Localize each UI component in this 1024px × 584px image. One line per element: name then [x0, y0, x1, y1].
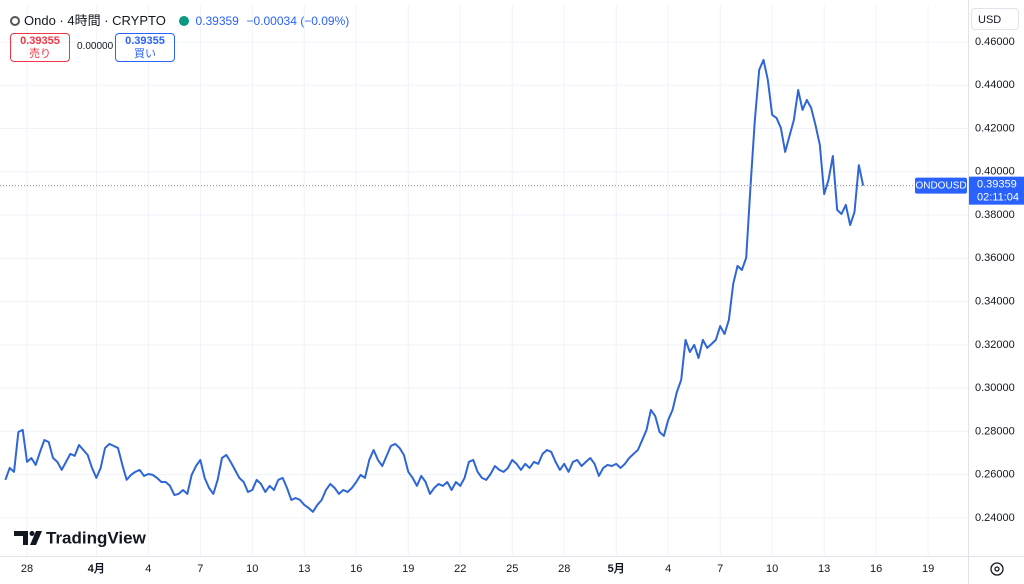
y-tick-label: 0.34000	[975, 295, 1015, 307]
y-tick-label: 0.30000	[975, 382, 1015, 394]
settings-button[interactable]	[990, 562, 1004, 576]
symbol-tag-label: ONDOUSD	[915, 180, 966, 191]
x-tick-label: 5月	[608, 562, 625, 575]
x-tick-label: 16	[350, 563, 362, 575]
x-tick-label: 19	[922, 563, 934, 575]
symbol-tag	[915, 177, 967, 194]
y-tick-label: 0.32000	[975, 339, 1015, 351]
x-tick-label: 4月	[88, 562, 105, 575]
logo-text: TradingView	[46, 528, 147, 547]
x-tick-label: 25	[506, 563, 518, 575]
buy-price[interactable]: 0.39355	[125, 35, 165, 47]
ticks: 0.24000 0.26000 0.28000 0.30000 0.32000 0.340…	[21, 36, 1015, 575]
x-tick-label: 19	[402, 563, 414, 575]
sell-price[interactable]: 0.39355	[20, 35, 60, 47]
tradingview-logo: TradingView	[14, 528, 147, 547]
price-tag-value: 0.39359	[977, 179, 1017, 191]
x-tick-label: 10	[766, 563, 778, 575]
y-tick-label: 0.44000	[975, 79, 1015, 91]
last-price: 0.39359	[195, 14, 239, 28]
currency-button[interactable]: USD	[971, 8, 1019, 30]
y-tick-label: 0.46000	[975, 36, 1015, 48]
grid	[0, 5, 968, 556]
x-tick-label: 4	[145, 563, 151, 575]
gear-icon[interactable]	[994, 566, 1000, 572]
x-tick-label: 22	[454, 563, 466, 575]
price-line	[4, 58, 865, 513]
logo-glyph	[14, 531, 28, 545]
market-status[interactable]	[179, 16, 190, 26]
y-tick-label: 0.26000	[975, 469, 1015, 481]
buy-button[interactable]: 0.39355 買い	[115, 33, 175, 62]
y-tick-label: 0.42000	[975, 122, 1015, 134]
x-tick-label: 7	[717, 563, 723, 575]
y-tick-label: 0.38000	[975, 209, 1015, 221]
logo-glyph	[30, 531, 42, 545]
x-tick-label: 16	[870, 563, 882, 575]
spread: 0.00000	[77, 41, 114, 52]
sell-label[interactable]: 売り	[29, 48, 51, 60]
y-tick-label: 0.24000	[975, 512, 1015, 524]
symbol-icon	[10, 16, 20, 26]
gear-icon[interactable]	[990, 562, 1004, 576]
price-change: −0.00034 (−0.09%)	[246, 14, 350, 28]
y-tick-label: 0.40000	[975, 166, 1015, 178]
y-tick-label: 0.36000	[975, 252, 1015, 264]
x-tick-label: 28	[21, 563, 33, 575]
logo-glyph	[29, 531, 35, 536]
x-tick-label: 13	[818, 563, 830, 575]
symbol-title[interactable]: Ondo · 4時間 · CRYPTO	[24, 13, 166, 28]
symbol-header: Ondo · 4時間 · CRYPTO 0.39359 −0.00034 (−0…	[10, 10, 349, 29]
price-tag-countdown: 02:11:04	[977, 192, 1019, 204]
x-tick-label: 28	[558, 563, 570, 575]
x-tick-label: 4	[665, 563, 671, 575]
x-tick-label: 7	[197, 563, 203, 575]
y-tick-label: 0.28000	[975, 425, 1015, 437]
x-tick-label: 10	[246, 563, 258, 575]
buy-label[interactable]: 買い	[134, 48, 156, 60]
sell-button[interactable]: 0.39355 売り	[10, 33, 70, 62]
price-tag	[969, 176, 1024, 205]
x-tick-label: 13	[298, 563, 310, 575]
